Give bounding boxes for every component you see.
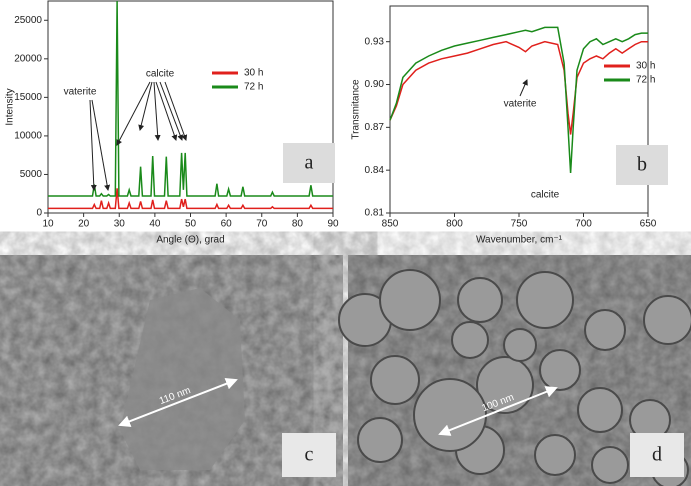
y-tick-label: 25000	[14, 15, 42, 26]
sphere	[503, 328, 537, 362]
y-tick-label: 0.93	[365, 36, 385, 47]
annotation: vaterite	[64, 87, 97, 98]
legend-label: 72 h	[636, 75, 655, 86]
sphere	[357, 417, 403, 463]
arrow	[159, 81, 184, 141]
y-tick-label: 15000	[14, 92, 42, 103]
series-line	[48, 188, 333, 210]
series-line	[389, 40, 648, 135]
series-line	[389, 26, 648, 174]
arrow	[116, 81, 151, 146]
y-tick-label: 0.90	[365, 79, 385, 90]
sphere	[379, 269, 441, 331]
x-tick-label: 20	[78, 219, 90, 230]
annotation: calcite	[531, 190, 560, 201]
x-tick-label: 700	[575, 219, 592, 230]
arrow	[138, 81, 153, 131]
x-tick-label: 10	[42, 219, 54, 230]
arrow	[89, 99, 97, 191]
panel-label-box	[283, 143, 335, 183]
y-tick-label: 0.84	[365, 165, 385, 176]
annotation: vaterite	[504, 99, 537, 110]
panel-label: d	[652, 444, 662, 466]
sphere	[591, 446, 629, 484]
x-tick-label: 90	[327, 219, 339, 230]
panel-label-box	[282, 433, 336, 477]
y-tick-label: 0.81	[365, 208, 385, 219]
y-axis-label: Transmitance	[351, 79, 362, 140]
legend-label: 30 h	[244, 68, 263, 79]
sem-d	[338, 255, 691, 486]
panel-label: b	[637, 154, 647, 176]
x-axis-label: Angle (Θ), grad	[156, 235, 224, 246]
arrow	[91, 99, 111, 191]
x-tick-label: 40	[149, 219, 161, 230]
x-tick-label: 800	[446, 219, 463, 230]
y-tick-label: 10000	[14, 131, 42, 142]
y-tick-label: 0.87	[365, 122, 385, 133]
sphere	[457, 277, 503, 323]
sphere	[413, 378, 487, 452]
x-tick-label: 50	[185, 219, 197, 230]
y-tick-label: 0	[36, 208, 42, 219]
sphere	[643, 295, 691, 345]
legend-label: 72 h	[244, 82, 263, 93]
arrow	[519, 79, 528, 97]
x-tick-label: 850	[382, 219, 399, 230]
x-tick-label: 30	[114, 219, 126, 230]
sem-c	[0, 255, 343, 486]
series-line	[48, 0, 333, 197]
x-tick-label: 80	[292, 219, 304, 230]
panel-label: a	[305, 152, 314, 174]
sphere	[516, 271, 574, 329]
panel-label: c	[305, 444, 314, 466]
legend-label: 30 h	[636, 61, 655, 72]
sphere	[577, 387, 623, 433]
annotation: calcite	[146, 69, 175, 80]
x-tick-label: 70	[256, 219, 268, 230]
panel-label-box	[630, 433, 684, 477]
sphere	[539, 349, 581, 391]
sphere	[451, 321, 489, 359]
x-tick-label: 750	[511, 219, 528, 230]
x-axis-label: Wavenumber, cm⁻¹	[476, 235, 563, 246]
scale-arrow	[438, 386, 558, 436]
sphere	[370, 355, 420, 405]
panel-label-box	[616, 145, 668, 185]
arrow	[153, 81, 161, 141]
y-tick-label: 5000	[20, 169, 43, 180]
y-tick-label: 20000	[14, 53, 42, 64]
x-tick-label: 60	[221, 219, 233, 230]
arrow	[164, 81, 188, 141]
sphere	[584, 309, 626, 351]
arrow	[155, 81, 178, 141]
y-axis-label: Intensity	[5, 88, 16, 125]
x-tick-label: 650	[640, 219, 657, 230]
sphere	[534, 434, 576, 476]
